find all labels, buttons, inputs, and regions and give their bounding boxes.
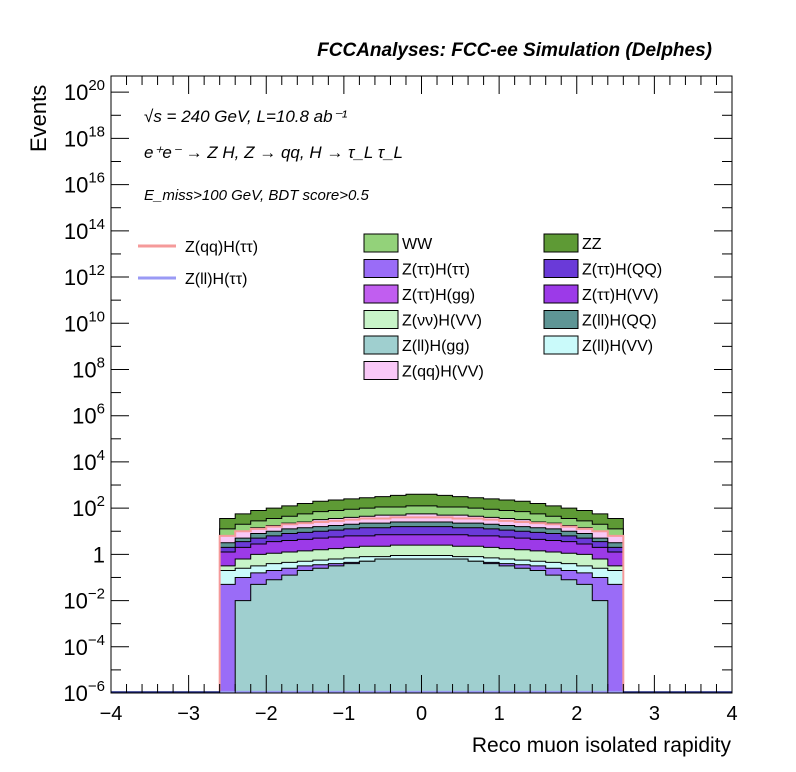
legend-swatch [543,335,579,355]
y-tick-label: 1016 [64,170,105,198]
legend-label: Z(ll)H(QQ) [582,313,657,330]
legend-swatch [363,233,399,253]
y-tick-label: 10−4 [63,632,105,660]
y-tick-label: 104 [72,447,105,475]
legend-label: WW [402,236,433,253]
legend-boxes: WW ZZ Z(ττ)H(ττ) Z(ττ)H(QQ) Z(ττ)H(gg) Z(ττ)H… [363,233,662,381]
legend-label: Z(ττ)H(gg) [402,287,475,304]
annotation-line1: √s = 240 GeV, L=10.8 ab⁻¹ [144,107,348,126]
legend-label: Z(qq)H(VV) [402,364,484,381]
legend-label: Z(νν)H(VV) [402,313,482,330]
y-tick-label: 10−6 [63,678,105,706]
legend-swatch [363,335,399,355]
y-tick-label: 1010 [64,308,105,336]
legend-swatch [543,310,579,329]
y-tick-label: 1020 [64,77,105,105]
x-tick-label: −3 [177,703,200,725]
x-tick-label: 4 [726,703,737,725]
legend-label: ZZ [582,236,602,253]
y-tick-label: 1018 [64,123,105,151]
y-tick-label: 106 [72,401,105,429]
x-tick-label: 1 [494,703,505,725]
y-tick-label: 10−2 [63,586,105,614]
legend-swatch [543,259,579,278]
x-tick-label: −4 [100,703,123,725]
legend-label: Z(ll)H(VV) [582,338,653,355]
legend-label: Z(ττ)H(ττ) [402,262,470,279]
legend-label: Z(ττ)H(QQ) [582,262,662,279]
legend-swatch [363,284,399,304]
annotation-line2: e⁺e⁻ → Z H, Z → qq, H → τ_L τ_L [144,143,403,162]
legend-swatch [363,310,399,329]
legend-swatch [363,259,399,278]
legend-swatch [543,284,579,304]
legend-line-label: Z(qq)H(ττ) [185,239,258,256]
x-tick-label: −2 [255,703,278,725]
chart-title: FCCAnalyses: FCC-ee Simulation (Delphes) [317,40,712,61]
legend-label: Z(ττ)H(VV) [582,287,659,304]
histogram-stack-layer [219,493,624,694]
y-tick-label: 102 [72,493,105,521]
y-tick-label: 1014 [64,216,105,244]
x-tick-label: 0 [416,703,427,725]
legend-swatch [543,233,579,253]
x-axis-title: Reco muon isolated rapidity [472,734,732,757]
y-tick-label: 1 [93,542,105,567]
legend-line-label: Z(ll)H(ττ) [185,271,247,288]
x-tick-label: −1 [332,703,355,725]
x-tick-label: 3 [649,703,660,725]
y-tick-label: 108 [72,354,105,382]
y-tick-label: 1012 [64,262,105,290]
annotation-line3: E_miss>100 GeV, BDT score>0.5 [144,187,369,204]
axes-layer: −4 −3 −2 −1 0 1 2 3 4 10−6 10−4 10−2 1 102 104 106 108 10… [63,76,738,725]
x-tick-label: 2 [571,703,582,725]
line-series-z-qq-h- [218,516,625,692]
bar-series-z-ll-h-gg- [219,558,624,694]
y-axis-title: Events [26,85,51,152]
legend-lines: Z(qq)H(ττ) Z(ll)H(ττ) [138,239,258,288]
legend-label: Z(ll)H(gg) [402,338,470,355]
legend-swatch [363,361,399,380]
